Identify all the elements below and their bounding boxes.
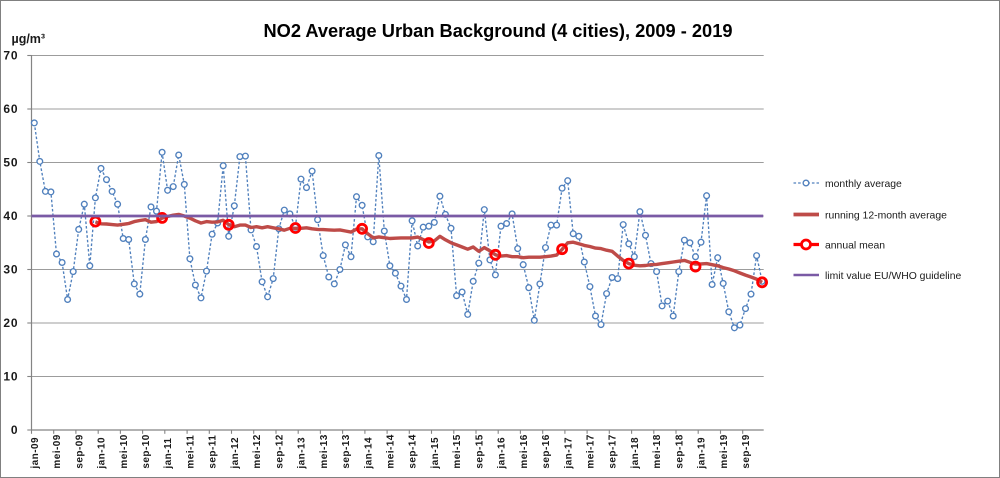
svg-text:sep-18: sep-18 [674,434,685,468]
svg-text:jan-10: jan-10 [97,437,108,470]
svg-text:sep-19: sep-19 [741,434,752,468]
svg-text:mei-11: mei-11 [186,435,197,469]
svg-text:sep-10: sep-10 [141,434,152,468]
svg-text:0: 0 [11,423,18,437]
svg-text:jan-12: jan-12 [230,437,241,470]
svg-text:running 12-month average: running 12-month average [825,211,947,222]
svg-text:sep-13: sep-13 [341,434,352,468]
svg-text:jan-14: jan-14 [363,437,374,470]
svg-text:jan-16: jan-16 [497,437,508,470]
svg-text:limit value EU/WHO guideline: limit value EU/WHO guideline [825,271,962,282]
svg-text:sep-16: sep-16 [541,434,552,468]
svg-text:jan-09: jan-09 [30,437,41,470]
svg-text:NO2 Average Urban Background (: NO2 Average Urban Background (4 cities),… [264,20,733,41]
svg-text:30: 30 [3,263,18,277]
svg-text:sep-17: sep-17 [608,434,619,468]
svg-text:monthly average: monthly average [825,179,902,190]
svg-text:60: 60 [3,102,18,116]
svg-text:50: 50 [3,156,18,170]
svg-text:mei-13: mei-13 [319,434,330,468]
svg-text:mei-14: mei-14 [386,434,397,468]
svg-text:mei-10: mei-10 [119,434,130,468]
svg-text:jan-19: jan-19 [697,437,708,470]
svg-text:mei-12: mei-12 [252,434,263,468]
svg-text:jan-13: jan-13 [297,437,308,470]
svg-text:sep-12: sep-12 [274,434,285,468]
svg-text:40: 40 [3,209,18,223]
svg-text:mei-16: mei-16 [519,434,530,468]
svg-text:jan-15: jan-15 [430,437,441,470]
svg-text:sep-14: sep-14 [408,434,419,468]
svg-text:jan-18: jan-18 [630,437,641,470]
svg-text:mei-19: mei-19 [719,434,730,468]
svg-text:jan-17: jan-17 [563,437,574,470]
svg-text:annual mean: annual mean [825,241,885,252]
svg-text:20: 20 [3,316,18,330]
svg-text:µg/m³: µg/m³ [12,32,46,46]
svg-text:mei-18: mei-18 [652,434,663,468]
svg-text:70: 70 [3,49,18,63]
svg-text:10: 10 [3,370,18,384]
svg-text:sep-11: sep-11 [208,435,219,469]
svg-text:sep-09: sep-09 [74,434,85,468]
svg-text:mei-17: mei-17 [586,434,597,468]
svg-text:mei-09: mei-09 [52,434,63,468]
svg-text:mei-15: mei-15 [452,434,463,468]
svg-text:jan-11: jan-11 [163,438,174,470]
svg-text:sep-15: sep-15 [474,434,485,468]
